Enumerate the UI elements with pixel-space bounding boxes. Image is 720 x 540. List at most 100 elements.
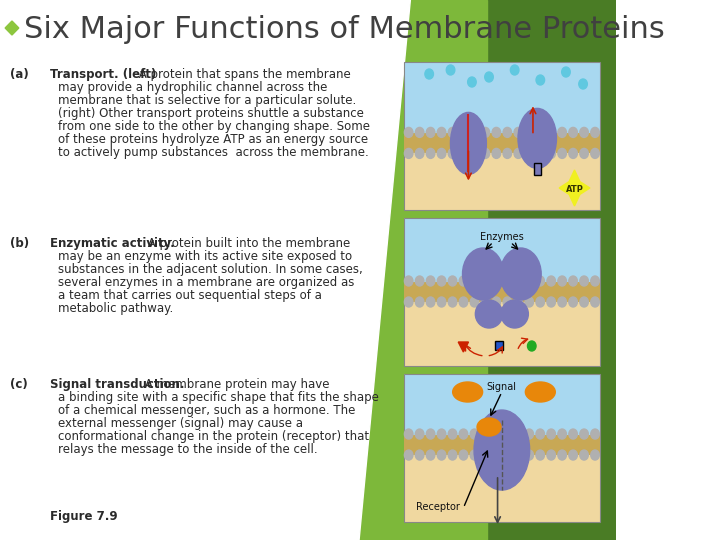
Circle shape [459,276,468,286]
Circle shape [437,429,446,439]
Circle shape [569,297,577,307]
Circle shape [437,148,446,158]
Circle shape [405,127,413,137]
Circle shape [547,276,555,286]
Circle shape [536,429,544,439]
Circle shape [569,450,577,460]
Circle shape [580,429,588,439]
Circle shape [558,429,567,439]
Circle shape [492,450,500,460]
Circle shape [547,450,555,460]
Circle shape [459,450,468,460]
Circle shape [481,148,490,158]
Circle shape [525,148,534,158]
Circle shape [580,297,588,307]
FancyBboxPatch shape [403,374,600,455]
Polygon shape [333,0,487,540]
Circle shape [459,429,468,439]
Text: A protein that spans the membrane: A protein that spans the membrane [135,68,351,81]
Circle shape [579,79,588,89]
Circle shape [449,450,456,460]
Circle shape [547,429,555,439]
Ellipse shape [462,248,503,300]
Circle shape [415,276,424,286]
Text: a team that carries out sequential steps of a: a team that carries out sequential steps… [58,289,322,302]
Ellipse shape [453,382,482,402]
Text: relays the message to the inside of the cell.: relays the message to the inside of the … [58,443,318,456]
Text: several enzymes in a membrane are organized as: several enzymes in a membrane are organi… [58,276,354,289]
Text: external messenger (signal) may cause a: external messenger (signal) may cause a [58,417,303,430]
Circle shape [510,65,519,75]
Circle shape [590,127,599,137]
Ellipse shape [500,248,541,300]
Circle shape [426,429,435,439]
Circle shape [405,429,413,439]
Circle shape [590,297,599,307]
Circle shape [415,148,424,158]
Circle shape [415,297,424,307]
Circle shape [492,429,500,439]
Circle shape [459,297,468,307]
Circle shape [459,127,468,137]
Circle shape [470,429,479,439]
Circle shape [492,297,500,307]
Polygon shape [0,0,410,540]
Circle shape [481,276,490,286]
Circle shape [558,276,567,286]
Polygon shape [479,0,616,540]
Ellipse shape [526,382,555,402]
Circle shape [426,148,435,158]
Text: Six Major Functions of Membrane Proteins: Six Major Functions of Membrane Proteins [24,16,665,44]
Circle shape [446,65,455,75]
Text: to actively pump substances  across the membrane.: to actively pump substances across the m… [58,146,369,159]
Circle shape [503,148,512,158]
Circle shape [514,450,523,460]
Circle shape [503,297,512,307]
Circle shape [437,127,446,137]
Text: of a chemical messenger, such as a hormone. The: of a chemical messenger, such as a hormo… [58,404,356,417]
Circle shape [569,429,577,439]
Circle shape [426,450,435,460]
Text: Enzymatic activity.: Enzymatic activity. [50,237,174,250]
FancyBboxPatch shape [403,133,600,153]
Text: A membrane protein may have: A membrane protein may have [141,378,330,391]
Polygon shape [239,0,436,540]
Ellipse shape [475,300,503,328]
Circle shape [470,148,479,158]
Circle shape [580,127,588,137]
FancyBboxPatch shape [403,218,600,299]
Circle shape [536,75,544,85]
Text: Receptor: Receptor [416,502,460,512]
Text: (b): (b) [10,237,30,250]
Ellipse shape [477,418,501,436]
Circle shape [415,127,424,137]
Circle shape [590,276,599,286]
FancyBboxPatch shape [403,435,600,455]
Circle shape [470,450,479,460]
FancyBboxPatch shape [403,144,600,210]
Circle shape [405,148,413,158]
Circle shape [547,127,555,137]
Text: Enzymes: Enzymes [480,232,523,242]
Circle shape [536,127,544,137]
Circle shape [590,450,599,460]
Circle shape [415,450,424,460]
Circle shape [503,429,512,439]
Circle shape [558,450,567,460]
FancyBboxPatch shape [403,299,600,366]
Text: a binding site with a specific shape that fits the shape: a binding site with a specific shape tha… [58,391,379,404]
Circle shape [525,297,534,307]
Circle shape [481,429,490,439]
Circle shape [470,127,479,137]
FancyBboxPatch shape [403,282,600,302]
Polygon shape [559,170,590,206]
Text: (right) Other transport proteins shuttle a substance: (right) Other transport proteins shuttle… [58,107,364,120]
Text: from one side to the other by changing shape. Some: from one side to the other by changing s… [58,120,370,133]
Circle shape [449,127,456,137]
Circle shape [569,276,577,286]
Circle shape [481,450,490,460]
Text: (c): (c) [10,378,28,391]
Circle shape [426,297,435,307]
Circle shape [590,148,599,158]
Circle shape [536,297,544,307]
